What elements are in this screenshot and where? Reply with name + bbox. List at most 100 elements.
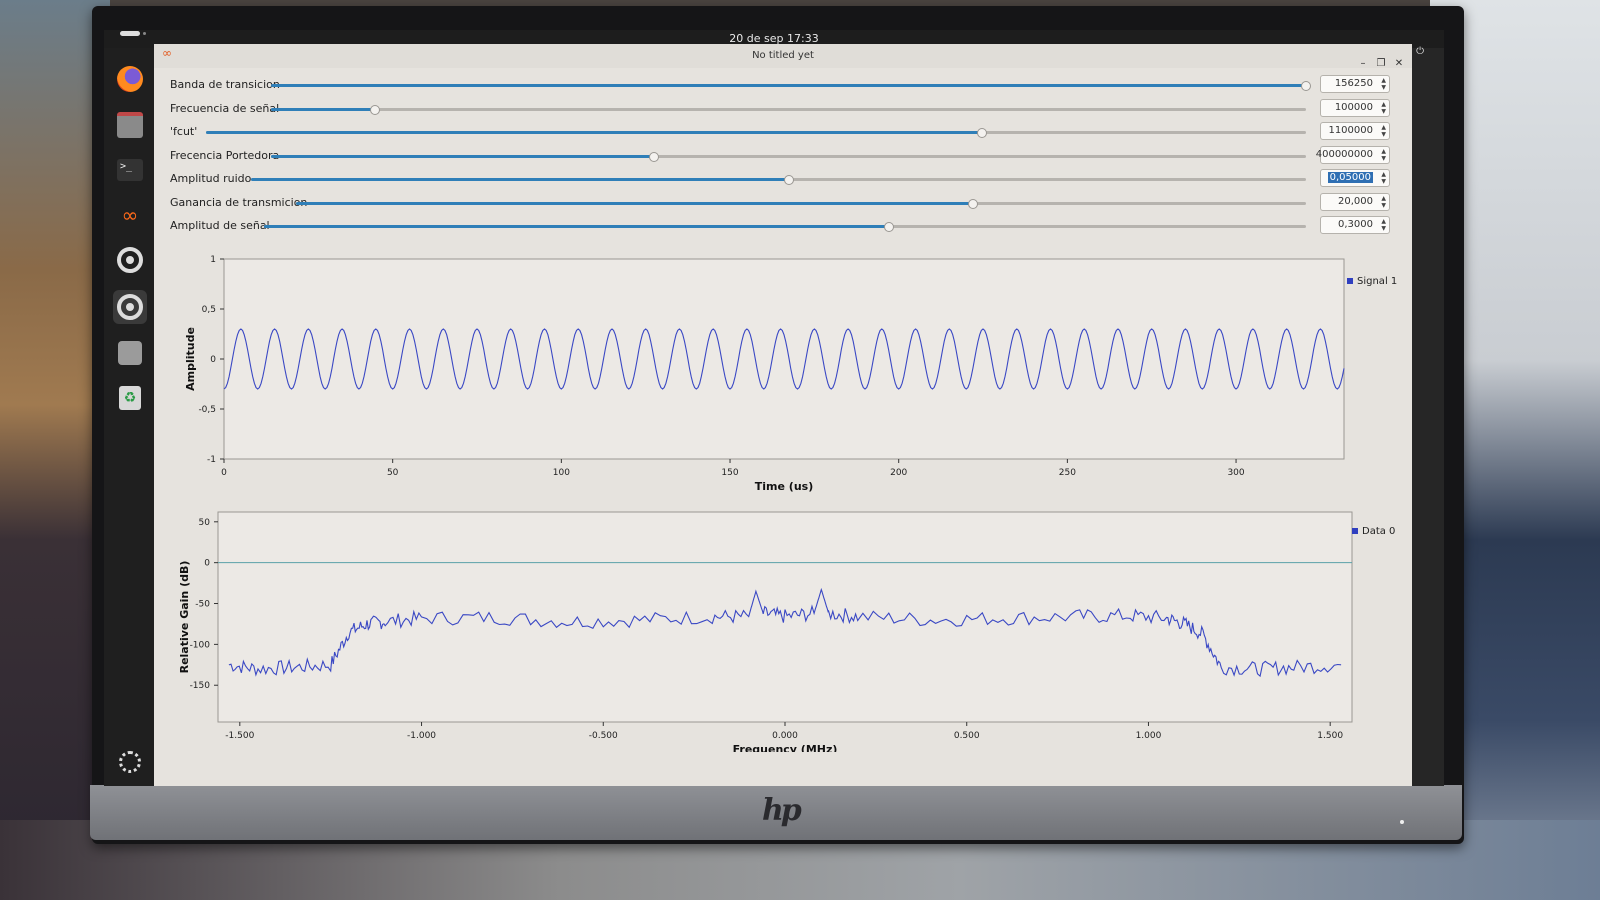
spinbox-arrows-icon[interactable]: ▲ ▼ — [1381, 100, 1386, 115]
slider-handle[interactable] — [976, 128, 987, 138]
maximize-icon[interactable]: ❐ — [1376, 58, 1386, 69]
spinbox-value[interactable]: 0,05000 — [1327, 172, 1373, 183]
activities-button[interactable] — [120, 31, 140, 36]
control-label: 'fcut' — [170, 125, 198, 138]
spinbox-value[interactable]: 20,000 — [1338, 195, 1373, 207]
frequency-plot-legend[interactable]: Data 0 — [1352, 526, 1395, 537]
settings-icon[interactable] — [113, 290, 147, 324]
hp-logo: hp — [762, 793, 802, 828]
monitor-chin — [90, 785, 1462, 840]
x-tick-label: -1.000 — [407, 731, 436, 741]
dock: >_ ∞ ♻ — [104, 48, 154, 786]
spinbox[interactable]: 0,05000 ▲ ▼ — [1320, 169, 1390, 187]
control-row: Ganancia de transmicion 20,000 ▲ ▼ — [162, 192, 1402, 216]
control-row: Banda de transicion 156250 ▲ ▼ — [162, 74, 1402, 98]
gnuradio-icon[interactable]: ∞ — [121, 203, 139, 227]
terminal-icon[interactable]: >_ — [113, 153, 147, 187]
spinbox-arrows-icon[interactable]: ▲ ▼ — [1381, 77, 1386, 91]
slider-fill — [271, 154, 654, 158]
x-axis-title: Time (us) — [755, 480, 813, 493]
control-label: Banda de transicion — [170, 78, 280, 91]
slider[interactable] — [251, 175, 1306, 185]
slider-handle[interactable] — [648, 151, 659, 162]
spinbox[interactable]: 1100000 ▲ ▼ — [1320, 122, 1390, 140]
spinbox-arrows-icon[interactable]: ▲ ▼ — [1381, 147, 1386, 162]
spinbox[interactable]: 100000 ▲ ▼ — [1320, 98, 1390, 117]
spinbox-value[interactable]: 100000 — [1334, 101, 1373, 113]
legend-swatch — [1352, 528, 1358, 534]
y-tick-label: 0 — [204, 559, 210, 569]
slider-fill — [251, 178, 790, 181]
spinbox-arrows-icon[interactable]: ▲ ▼ — [1381, 124, 1386, 138]
slider-handle[interactable] — [784, 175, 795, 185]
slider[interactable] — [271, 81, 1311, 91]
power-icon[interactable]: ⏻ — [1416, 46, 1424, 57]
slider-fill — [206, 131, 982, 134]
y-tick-label: 50 — [199, 518, 211, 528]
time-plot-legend[interactable]: Signal 1 — [1347, 276, 1397, 287]
x-tick-label: 1.500 — [1317, 731, 1343, 741]
close-icon[interactable]: ✕ — [1394, 58, 1404, 69]
x-tick-label: 250 — [1059, 468, 1076, 478]
slider-handle[interactable] — [1301, 81, 1311, 91]
clock[interactable]: 20 de sep 17:33 — [729, 32, 819, 45]
window-titlebar[interactable]: ∞ No titled yet – ❐ ✕ — [154, 44, 1412, 69]
time-plot: 1 0,5 0 -0,5 -1 0 50 100 150 200 250 300 Time (us) Am… — [162, 249, 1402, 499]
spinbox-value[interactable]: 400000000 — [1315, 148, 1373, 160]
files-icon[interactable] — [113, 108, 147, 142]
slider[interactable] — [296, 198, 1306, 209]
y-tick-label: -0,5 — [198, 405, 216, 415]
frequency-plot-canvas[interactable]: 50 0 -50 -100 -150 -1.500 -1.000 -0.500 0.000 0.5… — [162, 502, 1402, 752]
slider-handle[interactable] — [369, 104, 380, 115]
control-label: Frecencia Portedora — [170, 148, 280, 162]
slider[interactable] — [271, 151, 1306, 162]
x-tick-label: 0.500 — [954, 731, 980, 741]
y-tick-label: -150 — [190, 681, 211, 691]
firefox-icon[interactable] — [113, 62, 147, 96]
spinbox[interactable]: 400000000 ▲ ▼ — [1316, 145, 1390, 164]
spinbox[interactable]: 0,3000 ▲ ▼ — [1320, 216, 1390, 234]
y-tick-label: -100 — [190, 640, 211, 650]
slider-handle[interactable] — [967, 198, 978, 209]
series-line — [228, 587, 1342, 678]
y-tick-label: 1 — [210, 255, 216, 265]
screen: 20 de sep 17:33 ✝ ▲ 🔊 ⏻ >_ ∞ ♻ ∞ No titl… — [104, 30, 1444, 786]
show-apps-icon[interactable] — [113, 745, 147, 779]
spinbox-value[interactable]: 1100000 — [1328, 125, 1373, 136]
y-tick-label: -50 — [195, 600, 210, 610]
x-tick-label: 150 — [721, 468, 738, 478]
slider[interactable] — [206, 128, 1306, 138]
slider-handle[interactable] — [884, 222, 895, 232]
workspace-indicator — [143, 32, 146, 35]
slider[interactable] — [264, 222, 1306, 232]
legend-label: Signal 1 — [1357, 276, 1398, 287]
spinbox-value[interactable]: 156250 — [1334, 78, 1373, 89]
time-plot-canvas[interactable]: 1 0,5 0 -0,5 -1 0 50 100 150 200 250 300 Time (us) Am… — [162, 249, 1402, 499]
trash-icon[interactable]: ♻ — [113, 381, 147, 415]
control-label: Frecuencia de señal — [170, 101, 280, 115]
frequency-plot: 50 0 -50 -100 -150 -1.500 -1.000 -0.500 0.000 0.5… — [162, 502, 1402, 752]
control-row: Frecuencia de señal 100000 ▲ ▼ — [162, 98, 1402, 122]
spinbox-arrows-icon[interactable]: ▲ ▼ — [1381, 171, 1386, 185]
x-axis-title: Frequency (MHz) — [733, 743, 838, 752]
spinbox[interactable]: 156250 ▲ ▼ — [1320, 75, 1390, 93]
x-tick-label: -0.500 — [589, 731, 618, 741]
x-tick-label: 200 — [890, 468, 907, 478]
software-updater-icon[interactable] — [113, 243, 147, 277]
y-tick-label: 0,5 — [202, 305, 216, 315]
top-bar: 20 de sep 17:33 ✝ ▲ 🔊 ⏻ — [104, 30, 1444, 57]
minimize-icon[interactable]: – — [1360, 58, 1366, 69]
x-tick-label: 300 — [1227, 468, 1244, 478]
slider[interactable] — [271, 104, 1306, 115]
disc-icon[interactable] — [113, 336, 147, 370]
spinbox-value[interactable]: 0,3000 — [1338, 219, 1373, 230]
slider-fill — [264, 225, 890, 228]
photo-background-left — [0, 0, 110, 900]
spinbox-arrows-icon[interactable]: ▲ ▼ — [1381, 194, 1386, 209]
plot-area — [217, 511, 1353, 723]
x-tick-label: 100 — [553, 468, 570, 478]
spinbox[interactable]: 20,000 ▲ ▼ — [1320, 192, 1390, 211]
spinbox-arrows-icon[interactable]: ▲ ▼ — [1381, 218, 1386, 232]
control-label: Amplitud de señal — [170, 219, 270, 232]
legend-label: Data 0 — [1362, 526, 1396, 537]
